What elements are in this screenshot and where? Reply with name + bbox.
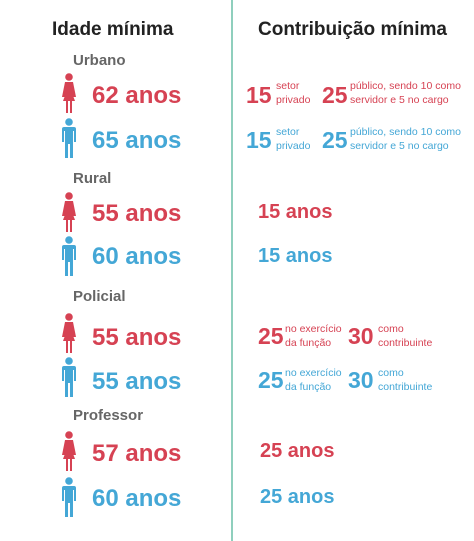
professor-female-contrib: 25 anos <box>260 440 335 462</box>
policial-male-contribuinte-num: 30 <box>348 367 374 393</box>
urbano-male-publico-text-2: servidor e 5 no cargo <box>350 140 449 152</box>
professor-male-age: 60 anos <box>92 485 182 512</box>
policial-male-contribuinte-text-2: contribuinte <box>378 381 433 393</box>
policial-female-exercicio-num: 25 <box>258 323 284 349</box>
column-divider <box>231 0 233 541</box>
urbano-male-publico-num: 25 <box>322 127 348 153</box>
urbano-female-setor-text-2: privado <box>276 94 311 106</box>
rural-female-age: 55 anos <box>92 200 182 227</box>
female-icon <box>62 192 76 232</box>
policial-male-exercicio-text-1: no exercício <box>285 367 342 379</box>
male-icon <box>62 357 76 397</box>
policial-female-exercicio-text-1: no exercício <box>285 323 342 335</box>
male-icon <box>62 477 76 517</box>
urbano-female-publico-text-2: servidor e 5 no cargo <box>350 94 449 106</box>
male-icon <box>62 118 76 158</box>
professor-male-contrib: 25 anos <box>260 486 335 508</box>
female-icon <box>62 73 76 113</box>
category-professor: Professor <box>73 407 144 424</box>
category-urbano: Urbano <box>73 52 126 69</box>
category-rural: Rural <box>73 170 112 187</box>
policial-male-age: 55 anos <box>92 368 182 395</box>
professor-female-age: 57 anos <box>92 440 182 467</box>
header-idade-minima: Idade mínima <box>52 19 174 40</box>
urbano-male-setor-num: 15 <box>246 127 272 153</box>
policial-female-age: 55 anos <box>92 324 182 351</box>
rural-female-contrib: 15 anos <box>258 201 333 223</box>
policial-female-exercicio-text-2: da função <box>285 337 332 349</box>
urbano-female-age: 62 anos <box>92 82 182 109</box>
policial-female-contribuinte-text-2: contribuinte <box>378 337 433 349</box>
policial-male-contribuinte-text-1: como <box>378 367 404 379</box>
urbano-male-setor-text-1: setor <box>276 126 300 138</box>
header-contribuicao-minima: Contribuição mínima <box>258 19 447 40</box>
urbano-female-publico-text-1: público, sendo 10 como <box>350 80 461 92</box>
category-policial: Policial <box>73 288 126 305</box>
female-icon <box>62 313 76 353</box>
rural-male-contrib: 15 anos <box>258 245 333 267</box>
urbano-female-setor-num: 15 <box>246 82 272 108</box>
urbano-male-setor-text-2: privado <box>276 140 311 152</box>
policial-male-exercicio-text-2: da função <box>285 381 332 393</box>
urbano-male-age: 65 anos <box>92 127 182 154</box>
urbano-male-publico-text-1: público, sendo 10 como <box>350 126 461 138</box>
urbano-female-setor-text-1: setor <box>276 80 300 92</box>
female-icon <box>62 431 76 471</box>
urbano-female-publico-num: 25 <box>322 82 348 108</box>
policial-male-exercicio-num: 25 <box>258 367 284 393</box>
male-icon <box>62 236 76 276</box>
policial-female-contribuinte-text-1: como <box>378 323 404 335</box>
rural-male-age: 60 anos <box>92 243 182 270</box>
policial-female-contribuinte-num: 30 <box>348 323 374 349</box>
